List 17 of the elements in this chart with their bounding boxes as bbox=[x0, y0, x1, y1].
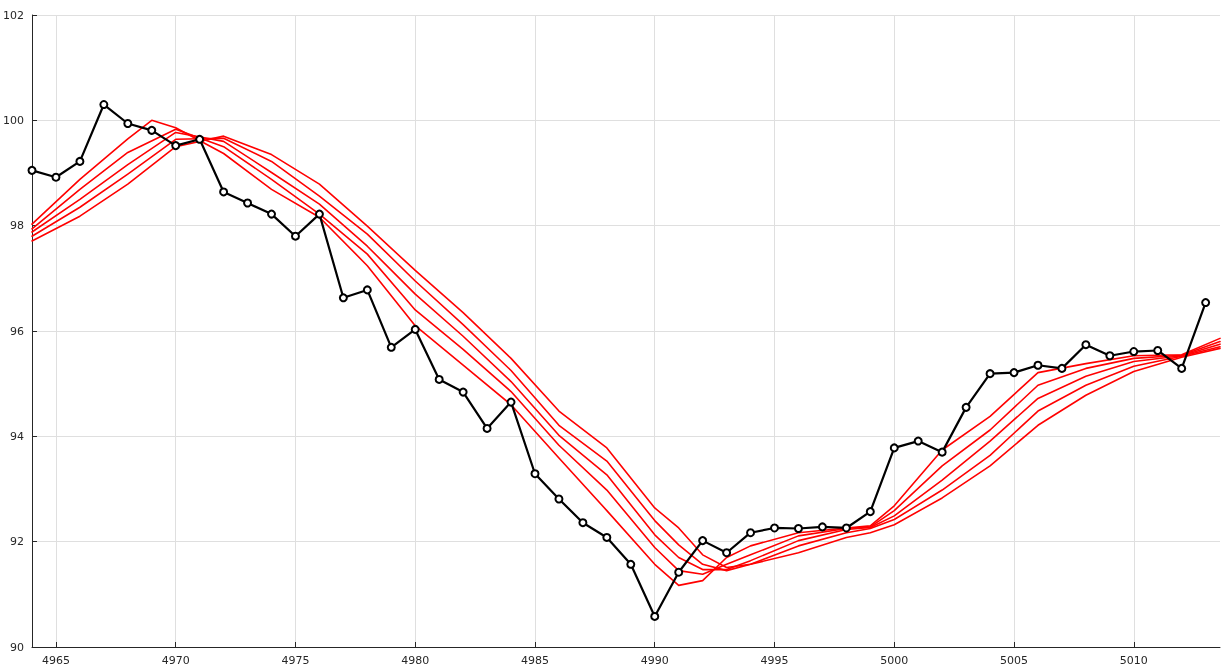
y-tick-label: 96 bbox=[10, 324, 24, 338]
x-tick-label: 4970 bbox=[161, 654, 190, 666]
x-tick-label: 4965 bbox=[41, 654, 70, 666]
y-tick-label: 94 bbox=[10, 429, 24, 443]
y-tick-label: 98 bbox=[10, 219, 24, 233]
y-tick-label: 100 bbox=[3, 113, 24, 127]
x-tick-label: 4995 bbox=[760, 654, 789, 666]
y-tick-label: 90 bbox=[10, 640, 24, 654]
x-tick-label: 4980 bbox=[401, 654, 430, 666]
x-tick-label: 5000 bbox=[880, 654, 909, 666]
y-tick-label: 102 bbox=[3, 8, 24, 22]
y-tick-label: 92 bbox=[10, 535, 24, 549]
x-tick-label: 4990 bbox=[640, 654, 669, 666]
x-tick-label: 5010 bbox=[1119, 654, 1148, 666]
x-tick-label: 5005 bbox=[1000, 654, 1029, 666]
x-tick-label: 4975 bbox=[281, 654, 310, 666]
x-tick-label: 4985 bbox=[520, 654, 549, 666]
